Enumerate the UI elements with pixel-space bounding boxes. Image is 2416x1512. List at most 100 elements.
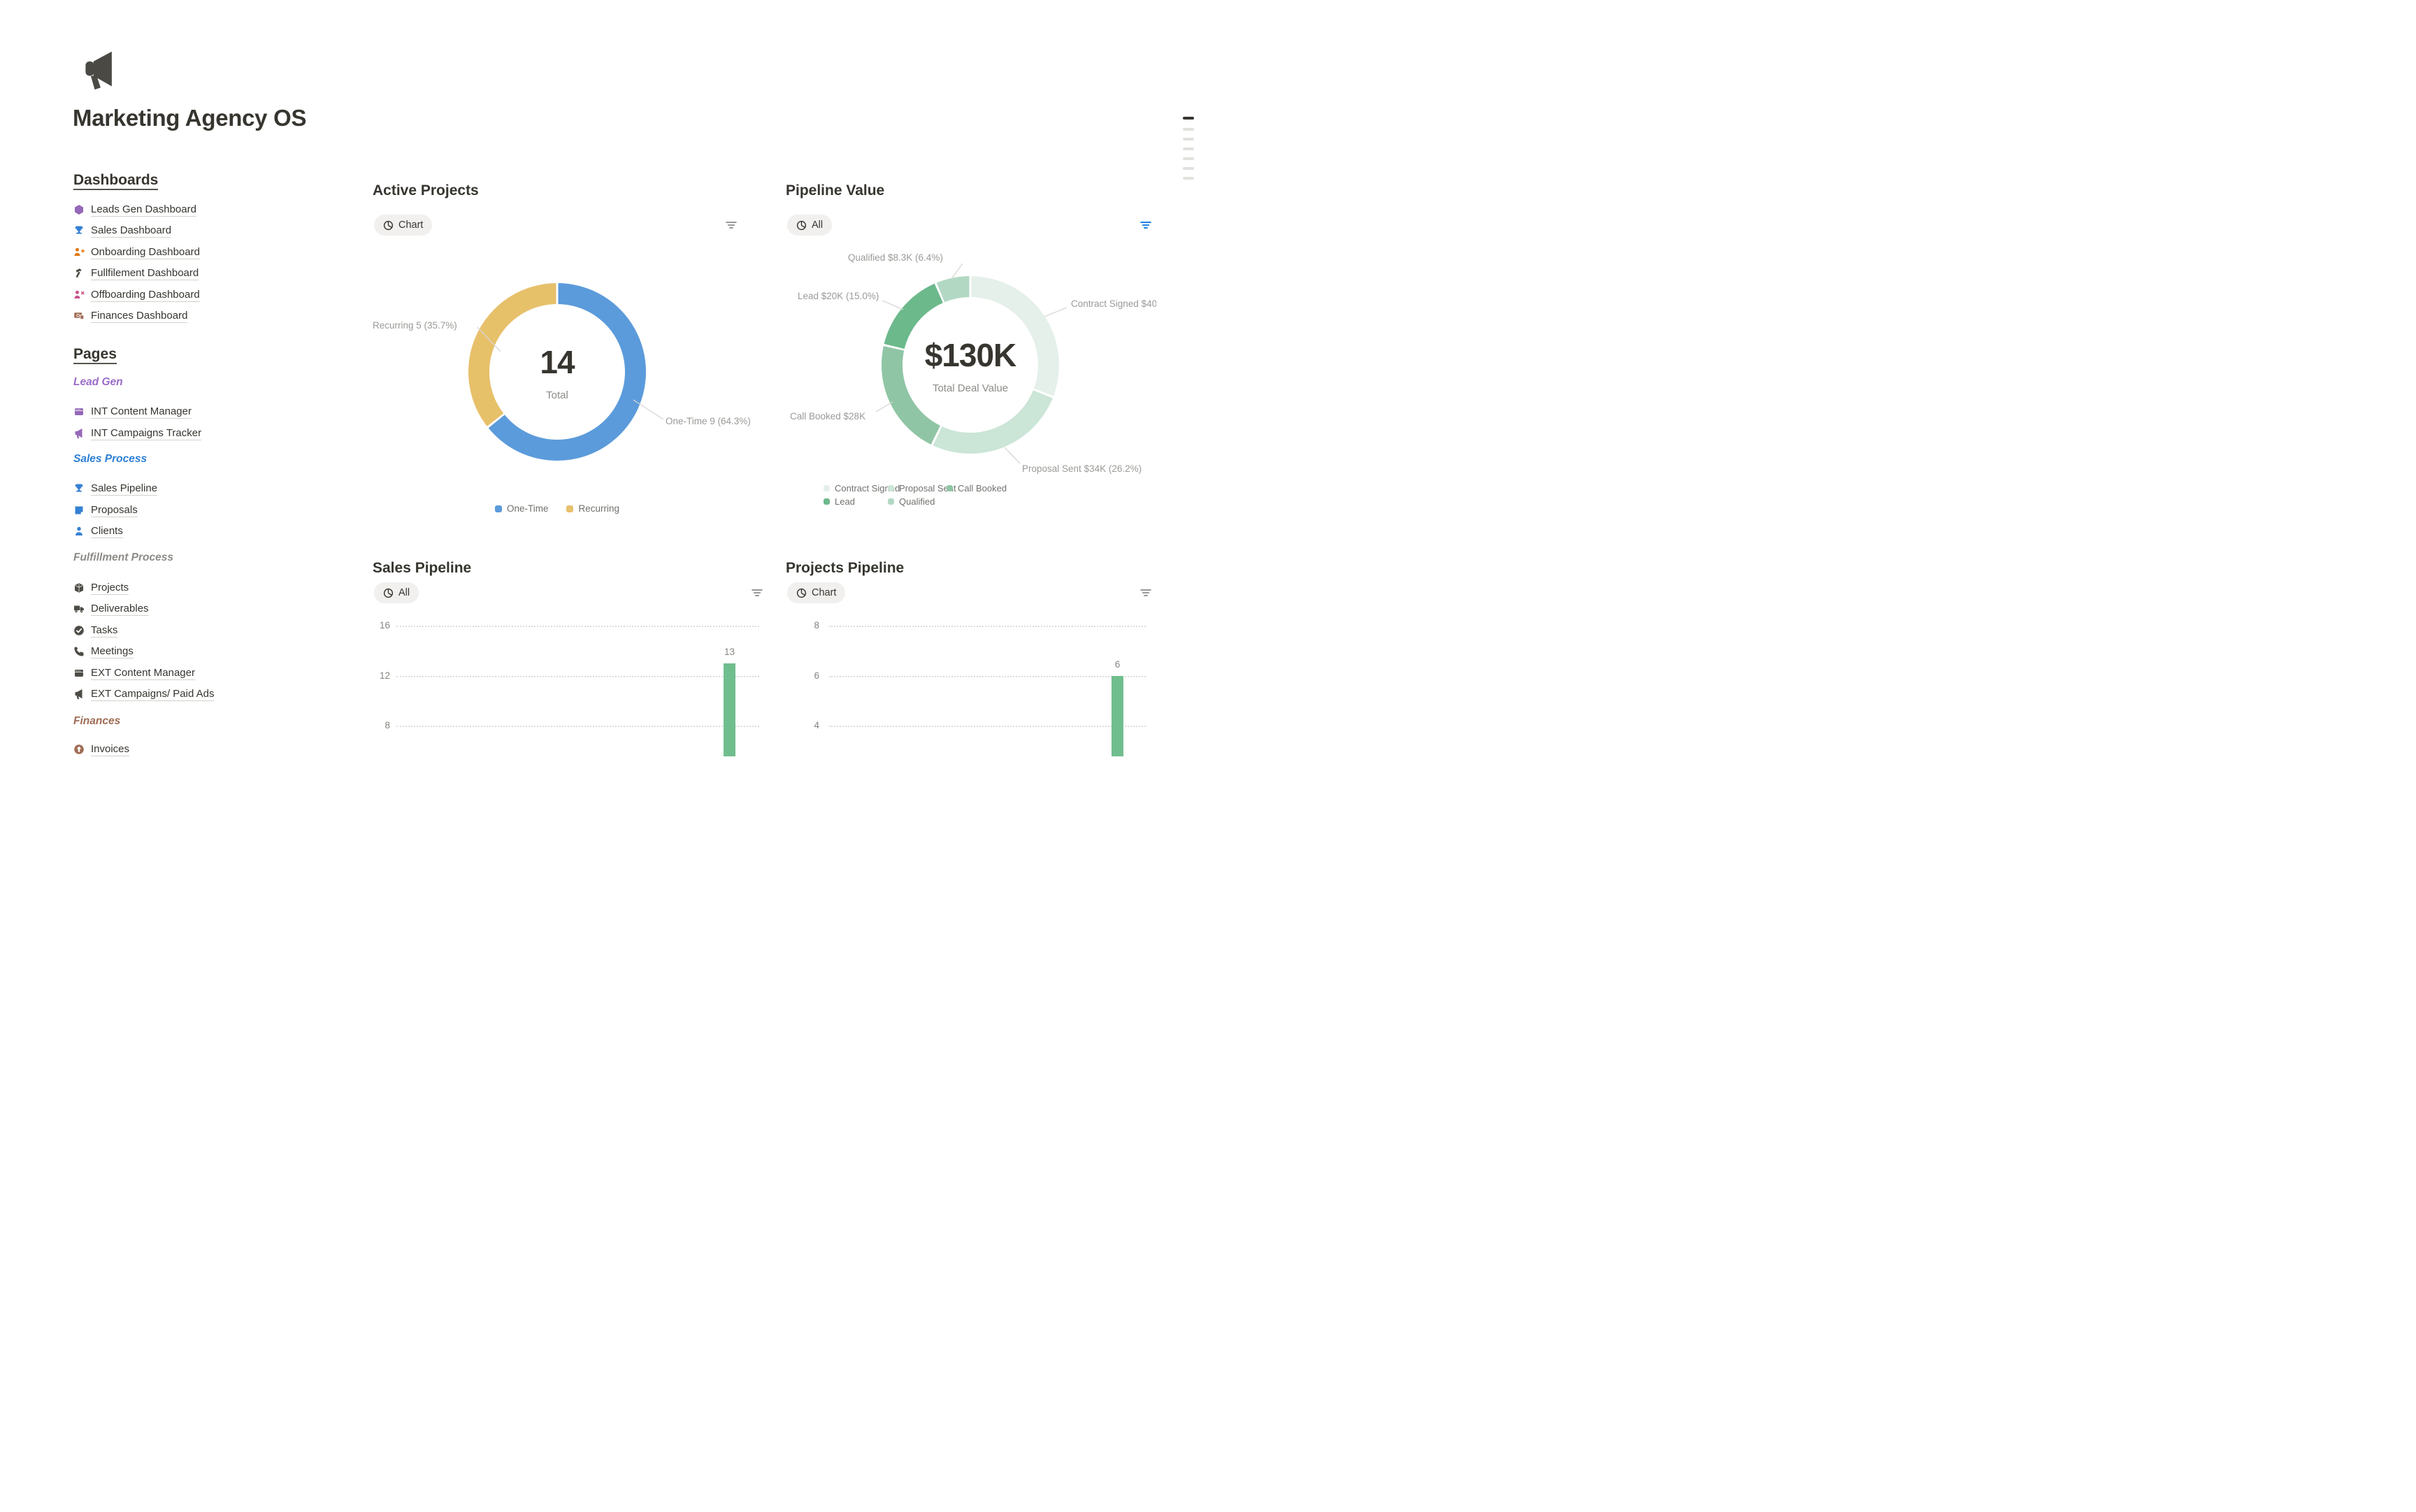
megaphone-icon: [79, 49, 121, 91]
trophy-icon: [73, 483, 85, 494]
sales-pipeline-bar-label: 13: [724, 647, 735, 657]
legend-call-booked: Call Booked: [947, 483, 1007, 494]
active-projects-donut-center: 14 Total: [540, 343, 575, 401]
person-plus-icon: [73, 247, 85, 258]
callout-contract-signed: Contract Signed $40K: [1071, 298, 1156, 309]
projects-gridline: [829, 626, 1146, 627]
callout-recurring: Recurring 5 (35.7%): [373, 320, 457, 331]
group-heading-finances: Finances: [73, 715, 121, 727]
dashboards-heading[interactable]: Dashboards: [73, 172, 159, 190]
callout-call-booked: Call Booked $28K: [790, 411, 866, 422]
sidebar-item-int-campaigns-tracker[interactable]: INT Campaigns Tracker: [73, 426, 202, 441]
sales-ytick-16: 16: [379, 620, 390, 631]
callout-qualified: Qualified $8.3K (6.4%): [848, 252, 943, 263]
projects-pipeline-title: Projects Pipeline: [786, 560, 905, 576]
callout-proposal-sent: Proposal Sent $34K (26.2%): [1022, 463, 1142, 474]
truck-icon: [73, 603, 85, 614]
hammer-icon: [73, 268, 85, 279]
sales-pipeline-view-pill[interactable]: All: [374, 582, 419, 603]
pie-chart-icon: [796, 220, 807, 231]
sidebar-item-int-content-manager[interactable]: INT Content Manager: [73, 404, 192, 419]
sales-ytick-12: 12: [379, 670, 390, 681]
group-heading-fulfillment-process: Fulfillment Process: [73, 552, 173, 563]
projects-pipeline-bar-label: 6: [1114, 659, 1121, 670]
pages-heading[interactable]: Pages: [73, 346, 117, 364]
clapperboard-icon: [73, 668, 85, 679]
person-x-icon: [73, 289, 85, 301]
outline-indicator[interactable]: [1183, 167, 1194, 170]
megaphone-icon: [73, 689, 85, 700]
sidebar-item-meetings[interactable]: Meetings: [73, 644, 134, 659]
sales-ytick-8: 8: [384, 720, 390, 730]
callout-lead: Lead $20K (15.0%): [798, 291, 879, 301]
sidebar-item-onboarding-dashboard[interactable]: Onboarding Dashboard: [73, 245, 200, 260]
projects-gridline: [829, 726, 1146, 727]
sidebar-item-deliverables[interactable]: Deliverables: [73, 601, 149, 617]
check-circle-icon: [73, 625, 85, 636]
sales-pipeline-bar: [724, 663, 735, 756]
projects-pipeline-bar: [1112, 676, 1123, 756]
sidebar-item-proposals[interactable]: Proposals: [73, 503, 138, 518]
projects-ytick-4: 4: [814, 720, 819, 730]
active-projects-title: Active Projects: [373, 182, 479, 199]
sales-pipeline-filter-icon[interactable]: [751, 586, 763, 599]
projects-pipeline-view-pill[interactable]: Chart: [787, 582, 846, 603]
outline-indicator-active[interactable]: [1183, 117, 1194, 120]
sidebar-item-ext-content-manager[interactable]: EXT Content Manager: [73, 665, 195, 681]
legend-qualified: Qualified: [888, 496, 935, 507]
sidebar-item-ext-campaigns-paid-ads[interactable]: EXT Campaigns/ Paid Ads: [73, 686, 215, 702]
outline-indicator[interactable]: [1183, 138, 1194, 141]
sidebar-item-clients[interactable]: Clients: [73, 524, 123, 539]
outline-indicator[interactable]: [1183, 147, 1194, 150]
active-projects-donut: [468, 283, 646, 461]
pie-chart-icon: [796, 588, 807, 598]
legend-contract-signed: Contract Signed: [824, 483, 900, 494]
group-heading-sales-process: Sales Process: [73, 453, 148, 465]
projects-ytick-8: 8: [814, 620, 819, 631]
sidebar-item-fullfilement-dashboard[interactable]: Fullfilement Dashboard: [73, 266, 199, 281]
trophy-icon: [73, 225, 85, 236]
sidebar-item-leads-gen-dashboard[interactable]: Leads Gen Dashboard: [73, 202, 196, 217]
active-projects-filter-icon[interactable]: [725, 219, 738, 231]
marketing-agency-os-page: Marketing Agency OS Dashboards Leads Gen…: [0, 0, 1208, 756]
sidebar-item-sales-pipeline[interactable]: Sales Pipeline: [73, 481, 158, 496]
phone-icon: [73, 646, 85, 657]
pipeline-value-title: Pipeline Value: [786, 182, 885, 199]
legend-lead: Lead: [824, 496, 855, 507]
sales-pipeline-title: Sales Pipeline: [373, 560, 472, 576]
clapperboard-icon: [73, 406, 85, 417]
pipeline-value-filter-icon[interactable]: [1139, 219, 1152, 231]
pipeline-value-donut: [882, 276, 1059, 454]
pipeline-value-view-pill[interactable]: All: [787, 215, 833, 236]
megaphone-icon: [73, 428, 85, 439]
sidebar-item-sales-dashboard[interactable]: Sales Dashboard: [73, 223, 172, 238]
page-title: Marketing Agency OS: [73, 105, 307, 131]
callout-one-time: One-Time 9 (64.3%): [666, 416, 751, 426]
sales-gridline: [396, 726, 759, 727]
note-icon: [73, 505, 85, 516]
projects-gridline: [829, 676, 1146, 677]
projects-ytick-6: 6: [814, 670, 819, 681]
sales-gridline: [396, 676, 759, 677]
outline-indicator[interactable]: [1183, 128, 1194, 131]
pie-chart-icon: [383, 220, 394, 231]
active-projects-legend: One-Time Recurring: [468, 503, 646, 514]
sidebar-item-projects[interactable]: Projects: [73, 580, 129, 596]
projects-pipeline-filter-icon[interactable]: [1139, 586, 1152, 599]
box-icon: [73, 582, 85, 593]
outline-indicator[interactable]: [1183, 177, 1194, 180]
group-heading-lead-gen: Lead Gen: [73, 376, 123, 388]
pie-chart-icon: [383, 588, 394, 598]
arrow-up-circle-icon: [73, 744, 85, 755]
sidebar-item-tasks[interactable]: Tasks: [73, 623, 118, 638]
sidebar-item-offboarding-dashboard[interactable]: Offboarding Dashboard: [73, 287, 200, 303]
pipeline-value-donut-center: $130K Total Deal Value: [924, 336, 1017, 394]
sidebar-item-finances-dashboard[interactable]: Finances Dashboard: [73, 308, 188, 324]
active-projects-view-pill[interactable]: Chart: [374, 215, 433, 236]
legend-proposal-sent: Proposal Sent: [888, 483, 956, 494]
outline-indicator[interactable]: [1183, 157, 1194, 160]
sidebar-item-invoices[interactable]: Invoices: [73, 742, 130, 756]
hexagon-icon: [73, 204, 85, 215]
sales-gridline: [396, 626, 759, 627]
banknote-icon: [73, 310, 85, 322]
